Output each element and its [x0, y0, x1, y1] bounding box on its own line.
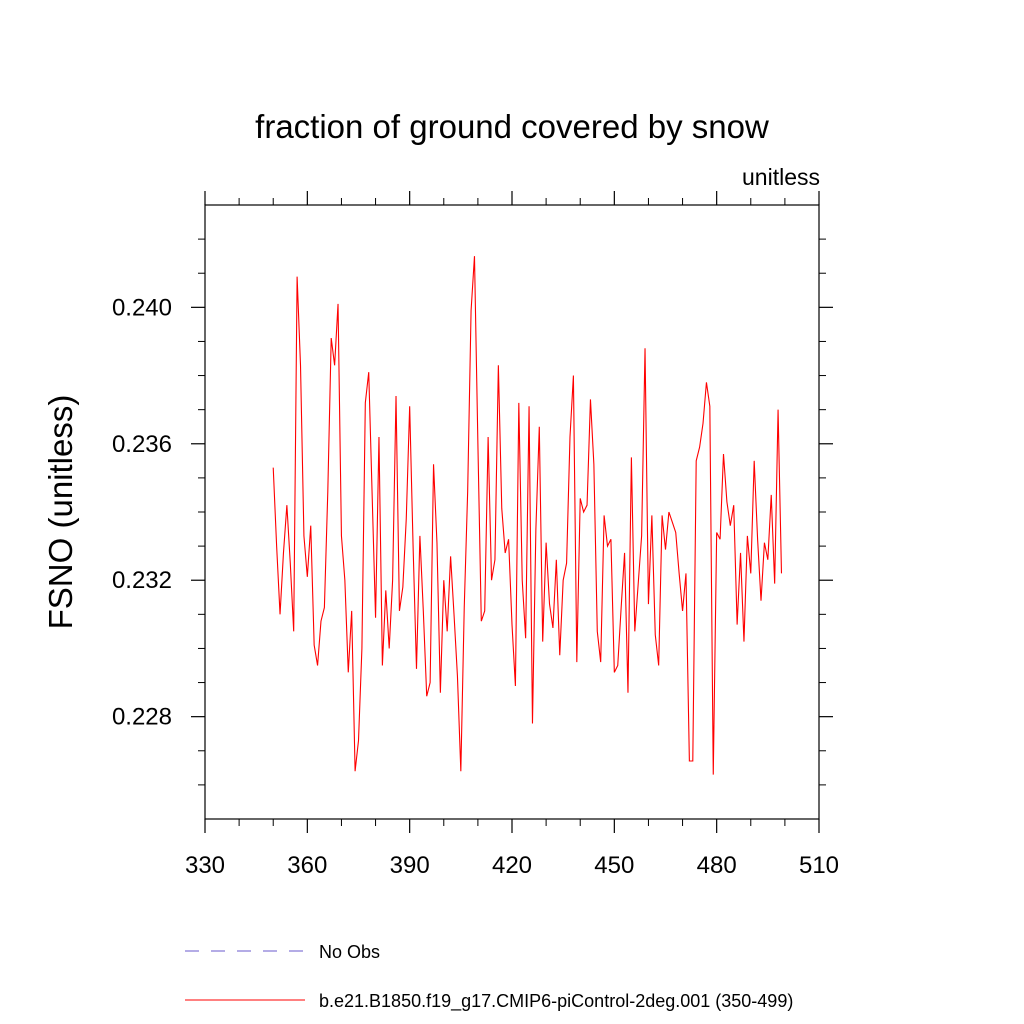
x-tick-label: 420	[492, 852, 532, 879]
y-tick-label: 0.236	[112, 431, 172, 458]
legend: No Obs b.e21.B1850.f19_g17.CMIP6-piContro…	[185, 942, 793, 1012]
x-tick-label: 450	[594, 852, 634, 879]
legend-label: b.e21.B1850.f19_g17.CMIP6-piControl-2deg…	[319, 991, 793, 1012]
chart-title: fraction of ground covered by snow	[255, 108, 769, 145]
axis-tick-labels: 330 360 390 420 450 480 510 0.228 0.232 0.236 0.24…	[112, 294, 839, 879]
y-tick-label: 0.228	[112, 704, 172, 731]
units-label: unitless	[742, 164, 820, 190]
x-tick-label: 390	[390, 852, 430, 879]
axis-ticks	[191, 191, 833, 833]
x-tick-label: 510	[799, 852, 839, 879]
legend-label: No Obs	[319, 942, 380, 962]
x-tick-label: 330	[185, 852, 225, 879]
y-tick-label: 0.232	[112, 567, 172, 594]
series-layer	[272, 256, 783, 775]
x-tick-label: 360	[287, 852, 327, 879]
y-axis-label: FSNO (unitless)	[42, 395, 79, 630]
y-tick-label: 0.240	[112, 294, 172, 321]
series-line	[272, 256, 783, 775]
x-tick-label: 480	[697, 852, 737, 879]
